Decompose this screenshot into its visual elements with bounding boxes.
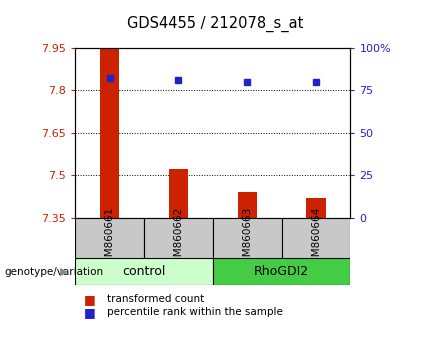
Text: ▶: ▶ (60, 267, 69, 277)
Text: ■: ■ (84, 293, 95, 306)
Text: percentile rank within the sample: percentile rank within the sample (108, 307, 283, 317)
Bar (169, 169, 188, 218)
Text: ■: ■ (84, 306, 95, 319)
Bar (213, 258, 350, 285)
Text: GSM860664: GSM860664 (311, 206, 321, 270)
Bar (75, 218, 144, 258)
Text: RhoGDI2: RhoGDI2 (254, 265, 309, 278)
Text: control: control (123, 265, 166, 278)
Bar (238, 192, 257, 218)
Text: transformed count: transformed count (108, 294, 205, 304)
Bar (100, 48, 119, 218)
Text: GSM860662: GSM860662 (173, 206, 184, 270)
Bar (307, 199, 326, 218)
Text: GSM860661: GSM860661 (104, 206, 115, 270)
Bar (144, 218, 213, 258)
Bar (75, 258, 213, 285)
Bar (282, 218, 350, 258)
Text: GSM860663: GSM860663 (242, 206, 252, 270)
Text: genotype/variation: genotype/variation (4, 267, 104, 277)
Bar (213, 218, 282, 258)
Text: GDS4455 / 212078_s_at: GDS4455 / 212078_s_at (127, 16, 303, 32)
